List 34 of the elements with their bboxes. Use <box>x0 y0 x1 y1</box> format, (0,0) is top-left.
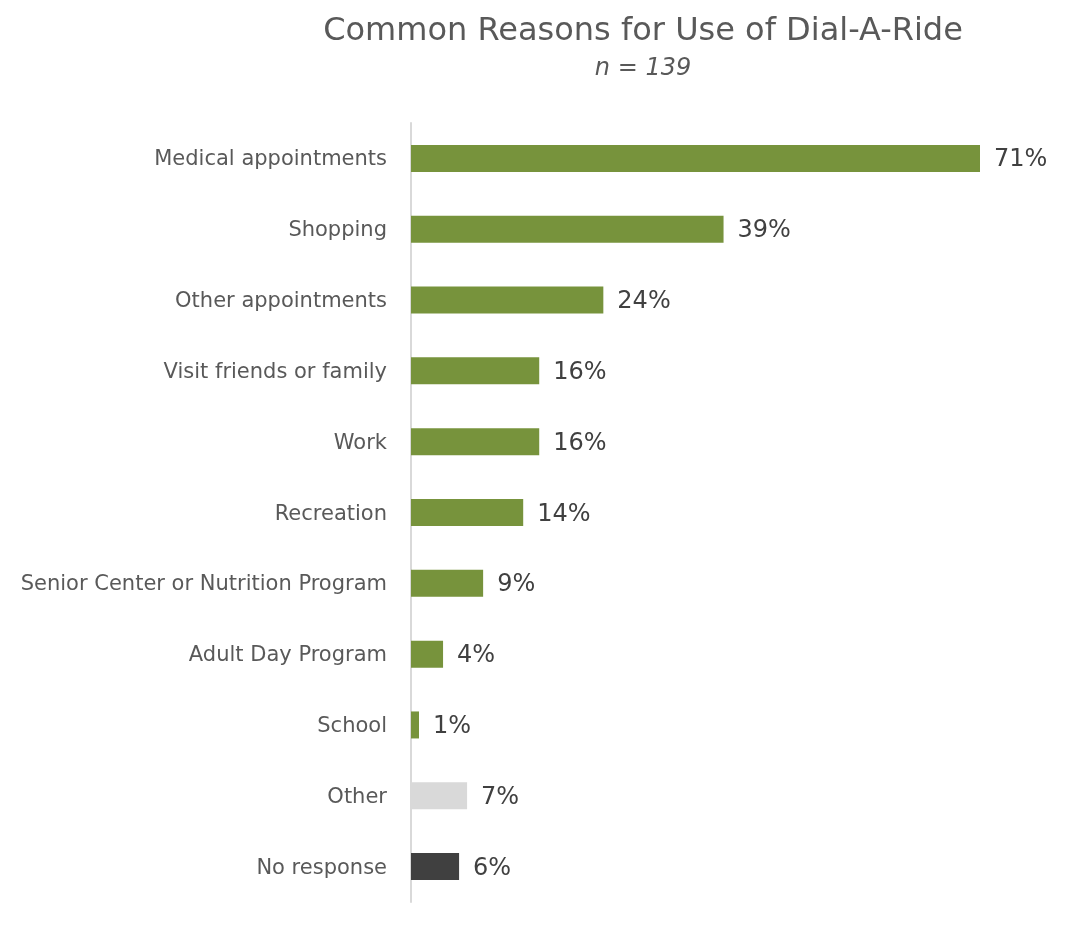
data-label: 6% <box>473 852 512 881</box>
y-tick-label: Senior Center or Nutrition Program <box>20 571 387 596</box>
y-tick-label: Visit friends or family <box>163 358 387 383</box>
y-tick-label: Other <box>327 783 388 808</box>
y-tick-label: No response <box>256 854 387 879</box>
y-tick-label: Work <box>333 429 388 454</box>
bar <box>411 569 484 597</box>
bar <box>411 640 444 668</box>
data-label: 16% <box>553 356 607 385</box>
data-label: 14% <box>537 498 591 527</box>
bar <box>411 711 420 739</box>
bar <box>411 853 460 881</box>
data-label: 9% <box>497 569 536 598</box>
y-tick-label: Other appointments <box>175 288 387 313</box>
chart-title: Common Reasons for Use of Dial-A-Ride <box>323 10 963 48</box>
y-tick-label: Adult Day Program <box>188 642 387 667</box>
data-label: 39% <box>737 215 791 244</box>
bar <box>411 144 980 172</box>
data-label: 71% <box>994 144 1048 173</box>
bar <box>411 357 540 385</box>
data-label: 7% <box>481 781 520 810</box>
data-label: 1% <box>433 710 472 739</box>
bar <box>411 428 540 456</box>
chart-subtitle: n = 139 <box>594 53 692 81</box>
bar <box>411 499 524 526</box>
data-label: 24% <box>617 286 671 315</box>
data-label: 16% <box>553 427 607 456</box>
bar <box>411 286 604 314</box>
bar <box>411 215 724 243</box>
y-tick-label: Recreation <box>274 500 387 525</box>
data-label: 4% <box>457 640 496 669</box>
y-tick-label: Shopping <box>288 217 387 242</box>
y-tick-label: Medical appointments <box>154 146 387 171</box>
y-tick-label: School <box>317 712 387 737</box>
